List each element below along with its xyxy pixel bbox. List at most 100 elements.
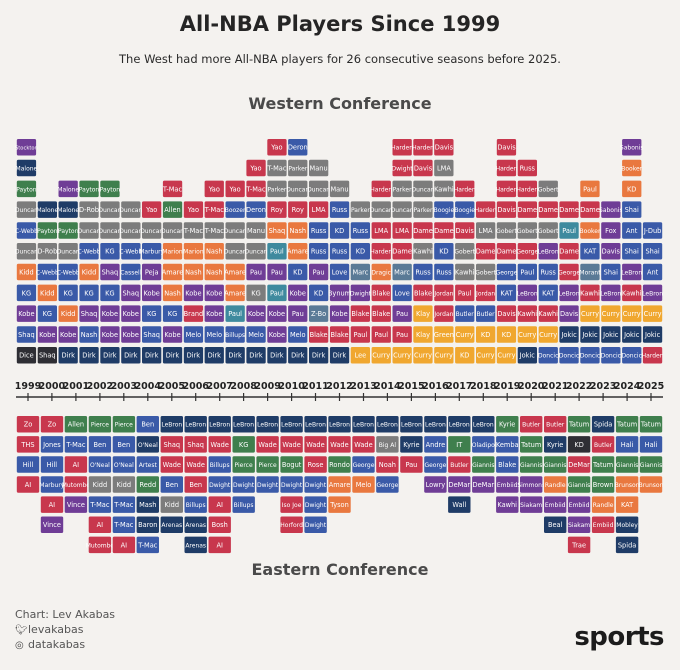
east-tile-rect — [424, 476, 447, 493]
west-tile: Boogie — [454, 201, 475, 218]
east-tile-rect — [40, 456, 64, 473]
east-tile-label: T-Mac — [113, 521, 134, 529]
west-tile: KG — [246, 284, 266, 302]
west-tile: Kobe — [204, 284, 224, 302]
west-tile-label: Kobe — [60, 331, 76, 339]
west-tile-label: Marc — [352, 268, 368, 276]
west-tile-label: Melo — [206, 331, 222, 339]
west-tile: Bynum — [328, 284, 351, 302]
west-tile: Kawhi — [434, 180, 454, 198]
west-tile: T-Mac — [204, 201, 224, 218]
west-tile: Duncan — [391, 201, 414, 218]
west-tile-rect — [121, 201, 141, 218]
west-tile-rect — [455, 326, 475, 343]
west-tile: Doncic — [580, 347, 600, 364]
west-tile-label: Curry — [414, 352, 432, 360]
west-tile: KD — [476, 326, 496, 343]
west-tile-label: Blake — [414, 289, 432, 297]
chart-credit: Chart: Lev Akabas — [15, 608, 116, 621]
west-tile-rect — [455, 263, 475, 281]
west-tile-label: KD — [502, 331, 511, 339]
west-tile-rect — [121, 347, 141, 364]
east-tile-rect — [567, 436, 591, 453]
east-tile: Billups — [208, 456, 231, 473]
west-tile: Doncic — [601, 347, 621, 364]
east-tile-rect — [256, 416, 279, 433]
season-tick-label: 2016 — [422, 381, 449, 392]
east-tile-label: Arenas — [185, 522, 206, 529]
west-tile-rect — [392, 347, 412, 364]
west-tile-rect — [622, 222, 642, 239]
west-tile-rect — [100, 243, 120, 260]
west-tile: Davis — [413, 159, 433, 177]
west-tile: Allen — [162, 201, 183, 218]
east-tile-label: LeBron — [377, 422, 398, 429]
east-tile-label: Giannis — [472, 462, 494, 469]
east-tile-label: Wade — [187, 461, 205, 469]
west-tile-label: Shaq — [269, 227, 286, 235]
west-tile-label: Kobe — [269, 331, 285, 339]
west-tile: Curry — [517, 326, 537, 343]
west-tile-rect — [392, 180, 412, 198]
east-tile-label: LeBron — [401, 422, 422, 429]
east-tile-label: AI — [216, 501, 223, 509]
east-tile-label: Wall — [452, 501, 466, 509]
west-tile-label: KAT — [584, 248, 597, 256]
east-tile: LeBron — [232, 416, 255, 433]
west-tile-label: C-Webb — [36, 269, 59, 276]
instagram-credit[interactable]: ◎ datakabas — [15, 638, 85, 651]
east-tile: Mobley — [615, 516, 639, 533]
west-tile: Lee — [350, 347, 370, 364]
east-tile-label: Kyrie — [547, 441, 563, 449]
west-tile-label: Harden — [642, 353, 664, 360]
east-tile-rect — [160, 416, 183, 433]
east-tile: Beal — [544, 516, 567, 533]
west-tile-label: Doncic — [538, 353, 558, 360]
east-tile-rect — [639, 436, 663, 453]
east-tile-rect — [615, 516, 639, 533]
west-tile-rect — [16, 139, 37, 156]
west-tile-rect — [246, 305, 266, 322]
west-tile: Duncan — [140, 222, 163, 239]
east-tile-label: Wade — [354, 441, 372, 449]
east-tile-label: LeBron — [257, 422, 278, 429]
east-tile: LeBron — [376, 416, 399, 433]
east-tile: AI — [88, 516, 112, 533]
west-tile: Curry — [538, 326, 558, 343]
west-tile-rect — [392, 263, 412, 281]
east-tile-label: Brown — [593, 481, 614, 489]
west-tile-label: Paul — [228, 310, 242, 318]
west-tile-label: Gobert — [454, 249, 475, 256]
east-tile: Wade — [256, 436, 279, 453]
season-tick-label: 2018 — [470, 381, 497, 392]
twitter-credit[interactable]: 🐦︎levakabas — [15, 623, 83, 636]
east-tile: Bogut — [280, 456, 303, 473]
west-tile-rect — [142, 326, 162, 343]
west-tile-rect — [455, 201, 475, 218]
west-tile: Dirk — [288, 347, 308, 364]
west-tile-rect — [162, 263, 183, 281]
west-tile-label: KG — [84, 289, 93, 297]
west-tile-rect — [434, 222, 454, 239]
east-tile: LeBron — [424, 416, 447, 433]
east-tile-label: LeBron — [353, 422, 374, 429]
east-tile: Pierce — [256, 456, 279, 473]
east-tile-label: Brunson — [639, 482, 664, 489]
west-tile: Klay — [413, 305, 433, 322]
west-tile-rect — [622, 159, 642, 177]
east-tile: KG — [232, 436, 255, 453]
west-tile-rect — [371, 180, 391, 198]
west-tile-rect — [496, 305, 517, 322]
east-tile-rect — [304, 476, 327, 493]
west-tile-rect — [371, 284, 391, 302]
west-tile: Yao — [204, 180, 224, 198]
west-tile-rect — [434, 201, 454, 218]
west-tile: Kobe — [142, 284, 162, 302]
west-tile: Dirk — [100, 347, 120, 364]
west-tile: Duncan — [57, 243, 80, 260]
west-tile-rect — [601, 243, 621, 260]
west-tile: Blake — [413, 284, 433, 302]
west-tile-rect — [58, 284, 78, 302]
west-tile-rect — [225, 180, 245, 198]
west-tile-rect — [517, 284, 537, 302]
